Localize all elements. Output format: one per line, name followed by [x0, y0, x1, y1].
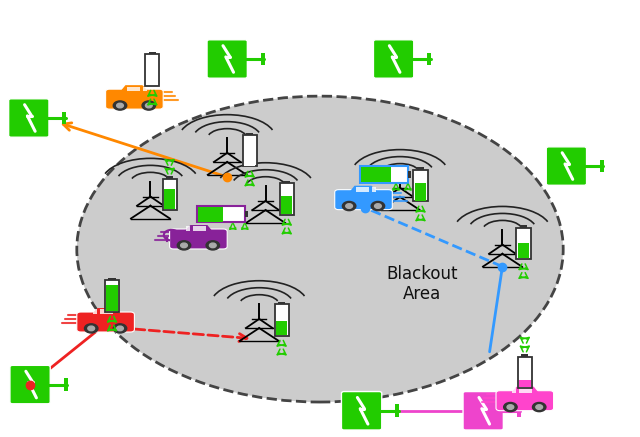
- Bar: [280, 183, 294, 215]
- Bar: [427, 53, 431, 65]
- Circle shape: [371, 201, 385, 211]
- FancyBboxPatch shape: [496, 391, 554, 411]
- Bar: [417, 167, 424, 170]
- Bar: [600, 160, 604, 172]
- FancyBboxPatch shape: [170, 229, 227, 249]
- Bar: [198, 207, 223, 222]
- FancyBboxPatch shape: [342, 392, 381, 430]
- Bar: [413, 170, 428, 201]
- FancyBboxPatch shape: [207, 40, 247, 78]
- Circle shape: [342, 201, 356, 211]
- Bar: [62, 112, 67, 124]
- Bar: [408, 171, 411, 178]
- Polygon shape: [519, 388, 532, 393]
- Polygon shape: [372, 187, 376, 192]
- Bar: [518, 357, 532, 388]
- Circle shape: [504, 402, 517, 412]
- Bar: [415, 183, 426, 201]
- Bar: [275, 304, 289, 336]
- Circle shape: [507, 405, 514, 409]
- Polygon shape: [121, 86, 148, 92]
- Circle shape: [180, 243, 188, 248]
- Bar: [147, 81, 158, 85]
- Polygon shape: [127, 87, 140, 91]
- Bar: [521, 354, 528, 357]
- Bar: [278, 302, 285, 304]
- Bar: [519, 380, 531, 387]
- Bar: [276, 321, 287, 335]
- Circle shape: [113, 324, 127, 333]
- Bar: [108, 277, 115, 280]
- Bar: [518, 243, 529, 258]
- Circle shape: [177, 241, 191, 250]
- Bar: [164, 188, 175, 209]
- Bar: [516, 228, 531, 259]
- Circle shape: [209, 243, 216, 248]
- Bar: [395, 405, 399, 417]
- Bar: [145, 54, 159, 86]
- Bar: [283, 180, 291, 183]
- Polygon shape: [186, 226, 189, 231]
- Circle shape: [532, 402, 546, 412]
- Circle shape: [113, 101, 127, 110]
- Text: Blackout
Area: Blackout Area: [387, 265, 458, 303]
- Bar: [361, 167, 391, 182]
- Polygon shape: [100, 309, 113, 314]
- FancyBboxPatch shape: [547, 147, 587, 185]
- Polygon shape: [511, 387, 538, 393]
- Polygon shape: [185, 225, 212, 232]
- Circle shape: [88, 326, 95, 331]
- Polygon shape: [92, 309, 119, 315]
- Circle shape: [142, 101, 156, 110]
- Polygon shape: [143, 87, 147, 91]
- Bar: [516, 405, 521, 417]
- Bar: [244, 158, 255, 166]
- Polygon shape: [512, 388, 516, 393]
- Bar: [520, 225, 527, 228]
- Bar: [63, 378, 68, 391]
- Bar: [197, 206, 245, 222]
- Circle shape: [206, 241, 220, 250]
- Bar: [163, 179, 177, 210]
- Circle shape: [116, 103, 124, 108]
- FancyBboxPatch shape: [463, 392, 504, 430]
- FancyBboxPatch shape: [10, 365, 51, 404]
- Polygon shape: [350, 186, 377, 192]
- Circle shape: [145, 103, 152, 108]
- Polygon shape: [93, 309, 97, 314]
- Circle shape: [346, 204, 353, 208]
- Bar: [244, 211, 248, 218]
- Bar: [281, 196, 292, 214]
- Bar: [105, 280, 119, 312]
- Bar: [243, 135, 257, 166]
- FancyBboxPatch shape: [106, 89, 163, 109]
- Circle shape: [84, 324, 98, 333]
- FancyBboxPatch shape: [335, 190, 392, 210]
- Bar: [260, 53, 265, 65]
- Bar: [166, 176, 173, 179]
- Bar: [360, 166, 408, 183]
- Bar: [148, 52, 156, 54]
- FancyBboxPatch shape: [8, 99, 49, 137]
- Circle shape: [374, 204, 381, 208]
- Bar: [246, 132, 253, 135]
- Polygon shape: [356, 187, 369, 192]
- Circle shape: [536, 405, 543, 409]
- FancyBboxPatch shape: [77, 312, 134, 332]
- Circle shape: [116, 326, 124, 331]
- Polygon shape: [193, 226, 206, 231]
- FancyBboxPatch shape: [374, 40, 414, 78]
- Bar: [106, 285, 118, 311]
- Ellipse shape: [77, 96, 563, 402]
